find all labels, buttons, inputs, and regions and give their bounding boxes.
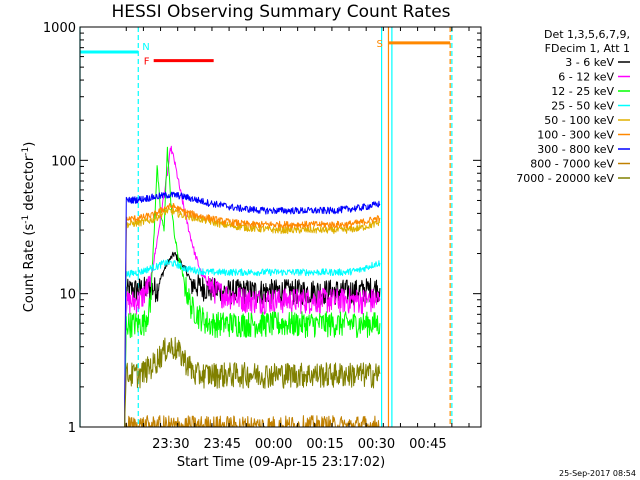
series-line-3to6kev — [124, 251, 381, 428]
y-axis-label: Count Rate (s-1 detector-1) — [21, 142, 37, 313]
chart-title: HESSI Observing Summary Count Rates — [111, 2, 450, 22]
legend-entry-label: 300 - 800 keV — [537, 143, 614, 156]
legend-entry-label: 7000 - 20000 keV — [516, 172, 614, 185]
axes: 1 10 100 1000 23:30 23:45 00:00 00:15 00:30 00:45 — [43, 21, 481, 452]
series-line-300to800kev — [124, 191, 381, 428]
generation-timestamp: 25-Sep-2017 08:54 — [559, 469, 636, 478]
x-axis-label: Start Time (09-Apr-15 23:17:02) — [177, 455, 385, 470]
legend-entry-label: 6 - 12 keV — [558, 71, 614, 84]
x-tick-label: 00:30 — [358, 437, 395, 452]
legend-entry-label: 800 - 7000 keV — [530, 158, 614, 171]
series-line-7000to20000kev — [124, 336, 381, 428]
y-tick-label: 10 — [59, 288, 76, 303]
y-tick-label: 1 — [68, 421, 76, 436]
x-tick-label: 00:15 — [306, 437, 343, 452]
x-tick-label: 23:45 — [204, 437, 241, 452]
legend-entry-label: 3 - 6 keV — [565, 56, 614, 69]
series-line-100to300kev — [124, 203, 381, 428]
series-line-12to25kev — [124, 146, 381, 428]
flag-label-n: N — [142, 42, 149, 53]
legend-header: Det 1,3,5,6,7,9, — [544, 28, 630, 41]
x-tick-label: 00:45 — [409, 437, 446, 452]
y-tick-label: 100 — [51, 154, 76, 169]
legend-entry-label: 12 - 25 keV — [551, 85, 614, 98]
legend-entry-label: 50 - 100 keV — [544, 114, 614, 127]
legend-header: FDecim 1, Att 1 — [545, 42, 630, 55]
flag-label-f: F — [144, 57, 150, 68]
plot-area: NF S — [79, 27, 453, 428]
y-tick-label: 1000 — [43, 21, 76, 36]
series-line-800to7000kev — [124, 415, 380, 428]
x-tick-label: 23:30 — [152, 437, 189, 452]
legend-entry-label: 100 - 300 keV — [537, 129, 614, 142]
legend-entry-label: 25 - 50 keV — [551, 100, 614, 113]
x-tick-label: 00:00 — [255, 437, 292, 452]
flag-label-s: S — [376, 39, 382, 50]
series-line-25to50kev — [124, 259, 381, 428]
legend: Det 1,3,5,6,7,9,FDecim 1, Att 13 - 6 keV… — [516, 28, 630, 185]
